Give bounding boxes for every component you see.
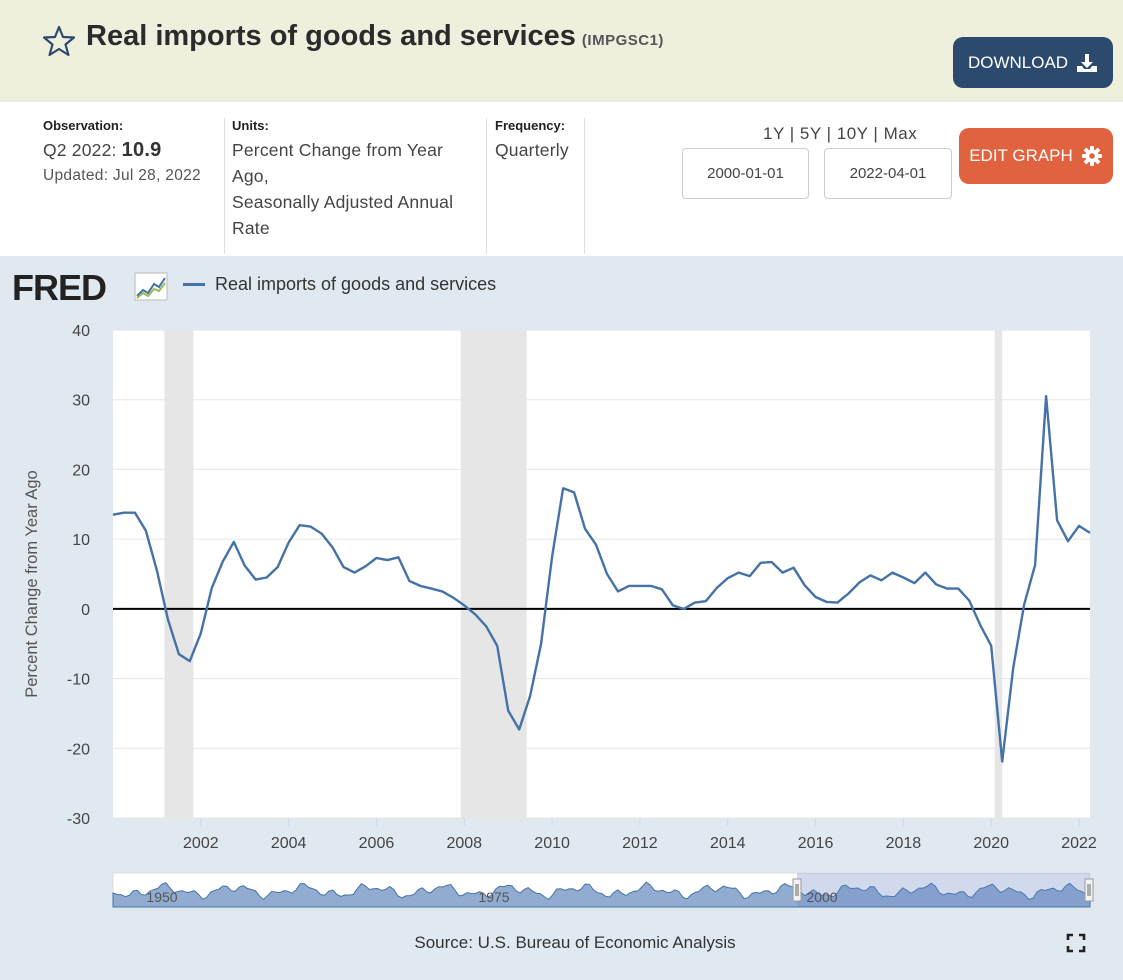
- navigator-selection: [797, 873, 1090, 907]
- frequency-value: Quarterly: [495, 140, 569, 160]
- range-10y[interactable]: 10Y: [836, 124, 869, 143]
- page-title: Real imports of goods and services (IMPGS…: [86, 20, 664, 53]
- header-bar: Real imports of goods and services (IMPGS…: [0, 0, 1123, 102]
- fred-logo-graph-icon: [134, 272, 168, 301]
- units-value: Percent Change from Year Ago, Seasonally…: [232, 137, 453, 241]
- y-tick-label: 40: [72, 323, 90, 340]
- y-tick-label: 10: [72, 532, 90, 549]
- recession-band: [994, 330, 1003, 818]
- y-tick-label: 20: [72, 462, 90, 479]
- gear-icon: [1081, 146, 1102, 166]
- download-icon: [1077, 53, 1098, 72]
- plot-background: [113, 330, 1090, 818]
- navigator-series: [112, 881, 1091, 908]
- navigator-label: 2000: [806, 889, 837, 905]
- series-line: [112, 395, 1091, 763]
- units-block: Units: Percent Change from Year Ago, Sea…: [232, 118, 453, 241]
- observation-value: 10.9: [121, 139, 162, 161]
- y-tick-label: -20: [67, 741, 90, 758]
- series-title: Real imports of goods and services: [86, 20, 576, 52]
- download-button[interactable]: DOWNLOAD: [953, 37, 1113, 88]
- x-tick-label: 2008: [446, 835, 482, 852]
- observation-period: Q2 2022:: [43, 140, 117, 160]
- x-tick-label: 2012: [622, 835, 658, 852]
- recession-band: [164, 330, 194, 818]
- source-note: Source: U.S. Bureau of Economic Analysis: [414, 933, 736, 952]
- y-tick-label: -10: [67, 672, 90, 689]
- divider: [224, 118, 225, 254]
- divider: [584, 118, 585, 254]
- navigator-handle[interactable]: [1084, 878, 1094, 902]
- x-tick-label: 2004: [271, 835, 307, 852]
- legend-swatch: [183, 283, 205, 286]
- range-selector: 1Y | 5Y | 10Y | Max: [763, 124, 918, 143]
- x-tick-label: 2022: [1061, 835, 1097, 852]
- range-1y[interactable]: 1Y: [763, 124, 785, 143]
- x-tick-label: 2006: [359, 835, 395, 852]
- updated-date: Updated: Jul 28, 2022: [43, 167, 201, 184]
- observation-block: Observation: Q2 2022: 10.9 Updated: Jul …: [43, 118, 201, 185]
- star-icon[interactable]: [42, 24, 76, 58]
- legend-label: Real imports of goods and services: [215, 274, 497, 294]
- units-label: Units:: [232, 118, 269, 133]
- edit-graph-label: EDIT GRAPH: [969, 146, 1073, 165]
- units-line: Ago,: [232, 166, 269, 186]
- fred-logo: FRED: [12, 270, 168, 304]
- navigator-handle[interactable]: [792, 878, 802, 902]
- observation-value-row: Q2 2022: 10.9: [43, 137, 201, 163]
- edit-graph-button[interactable]: EDIT GRAPH: [959, 128, 1113, 184]
- range-5y[interactable]: 5Y: [799, 124, 822, 143]
- series-id: (IMPGSC1): [581, 32, 664, 49]
- observation-label: Observation:: [43, 118, 124, 133]
- x-tick-label: 2010: [534, 835, 570, 852]
- fred-logo-text: FRED: [12, 270, 106, 304]
- start-date-input[interactable]: 2000-01-01: [682, 148, 809, 199]
- units-line: Rate: [232, 218, 270, 238]
- navigator-label: 1950: [146, 889, 177, 905]
- end-date-input[interactable]: 2022-04-01: [824, 148, 952, 199]
- y-tick-label: 30: [72, 393, 90, 410]
- x-tick-label: 2002: [183, 835, 219, 852]
- range-max[interactable]: Max: [883, 124, 918, 143]
- units-line: Seasonally Adjusted Annual: [232, 192, 454, 212]
- y-tick-label: -30: [67, 811, 90, 828]
- x-tick-label: 2016: [798, 835, 834, 852]
- frequency-block: Frequency: Quarterly: [495, 118, 569, 163]
- y-tick-label: 0: [81, 602, 90, 619]
- divider: [486, 118, 487, 254]
- y-axis-label: Percent Change from Year Ago: [23, 470, 41, 698]
- x-tick-label: 2018: [886, 835, 922, 852]
- units-line: Percent Change from Year: [232, 140, 444, 160]
- download-label: DOWNLOAD: [967, 52, 1069, 72]
- series-meta: Observation: Q2 2022: 10.9 Updated: Jul …: [0, 104, 1123, 256]
- x-tick-label: 2014: [710, 835, 746, 852]
- fullscreen-icon[interactable]: [1066, 933, 1086, 953]
- recession-band: [460, 330, 527, 818]
- chart-legend[interactable]: Real imports of goods and services: [183, 274, 496, 295]
- x-tick-label: 2020: [973, 835, 1009, 852]
- frequency-label: Frequency:: [495, 118, 566, 133]
- navigator-label: 1975: [478, 889, 509, 905]
